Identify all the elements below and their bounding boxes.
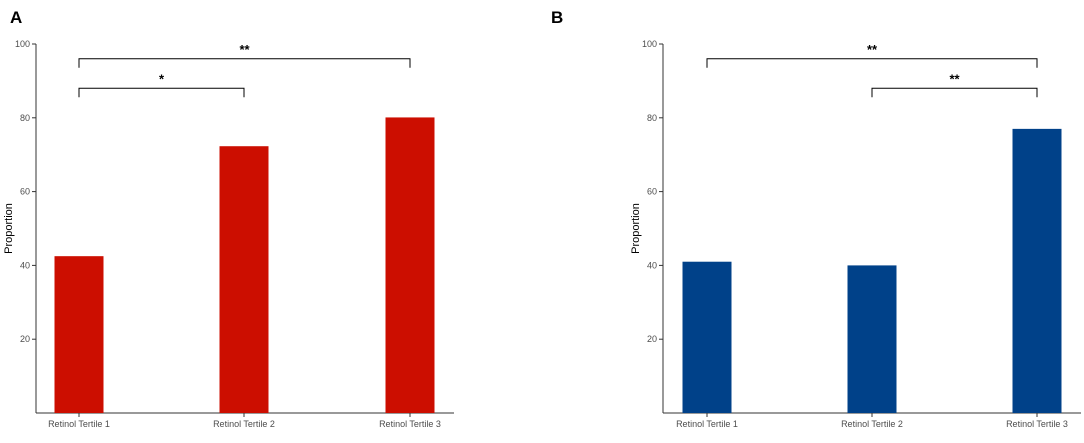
bar bbox=[1012, 128, 1062, 413]
chart-panel-a: A 20 40 60 80 100 Proportion Retinol Tertile 1… bbox=[0, 0, 542, 438]
y-tick-label: 80 bbox=[647, 113, 657, 123]
y-tick-label: 20 bbox=[647, 334, 657, 344]
significance-label: ** bbox=[949, 71, 960, 86]
chart-b: 20 40 60 80 100 Proportion Retinol Tertile 1 Re… bbox=[630, 39, 1081, 429]
x-tick-label: Retinol Tertile 3 bbox=[379, 419, 441, 429]
y-tick-label: 80 bbox=[20, 113, 30, 123]
y-axis-label: Proportion bbox=[3, 203, 15, 254]
chart-a: 20 40 60 80 100 Proportion Retinol Tertile 1 Re… bbox=[3, 39, 454, 429]
significance-bracket bbox=[78, 58, 411, 68]
significance-label: ** bbox=[867, 42, 878, 57]
panel-label-b: B bbox=[551, 8, 564, 27]
x-tick-label: Retinol Tertile 2 bbox=[213, 419, 275, 429]
significance-label: ** bbox=[239, 42, 250, 57]
y-tick-label: 40 bbox=[647, 260, 657, 270]
y-tick-label: 60 bbox=[20, 187, 30, 197]
y-tick-label: 100 bbox=[642, 39, 657, 49]
bar bbox=[219, 146, 269, 413]
y-axis-label: Proportion bbox=[630, 203, 642, 254]
y-tick-label: 40 bbox=[20, 260, 30, 270]
significance-bracket bbox=[706, 58, 1038, 68]
significance-bracket bbox=[871, 87, 1038, 98]
significance-label: * bbox=[159, 71, 165, 86]
x-tick-label: Retinol Tertile 1 bbox=[676, 419, 738, 429]
y-tick-label: 20 bbox=[20, 334, 30, 344]
panel-label-a: A bbox=[10, 8, 23, 27]
significance-bracket bbox=[78, 87, 245, 98]
bar bbox=[682, 261, 732, 413]
x-tick-label: Retinol Tertile 1 bbox=[48, 419, 110, 429]
bar bbox=[385, 117, 435, 413]
y-tick-label: 60 bbox=[647, 187, 657, 197]
bar bbox=[847, 265, 897, 413]
x-tick-label: Retinol Tertile 3 bbox=[1006, 419, 1068, 429]
y-tick-label: 100 bbox=[15, 39, 30, 49]
bar bbox=[54, 256, 104, 413]
x-tick-label: Retinol Tertile 2 bbox=[841, 419, 903, 429]
chart-panel-b: B 20 40 60 80 100 Proportion Retinol Tertile 1… bbox=[542, 0, 1084, 438]
